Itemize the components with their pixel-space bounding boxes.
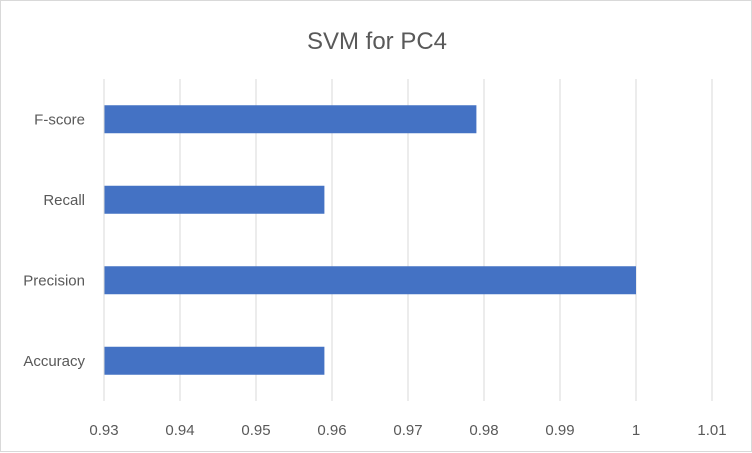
x-tick-label: 0.97 (393, 422, 422, 439)
x-tick-label: 0.99 (545, 422, 574, 439)
bar-recall (104, 185, 325, 214)
axes: 0.93 0.94 0.95 0.96 0.97 0.98 0.99 1 1.01 Accurac… (23, 79, 727, 439)
y-category-label: Recall (43, 192, 85, 209)
x-tick-label: 1 (632, 422, 640, 439)
bar-precision (104, 266, 636, 295)
y-category-label: Precision (23, 272, 85, 289)
y-category-label: F-score (34, 111, 85, 128)
x-tick-label: 0.98 (469, 422, 498, 439)
bar-f-score (104, 105, 477, 134)
x-tick-label: 0.93 (89, 422, 118, 439)
x-tick-label: 1.01 (697, 422, 726, 439)
y-category-label: Accuracy (23, 353, 85, 370)
chart-title: SVM for PC4 (307, 28, 447, 55)
x-tick-label: 0.95 (241, 422, 270, 439)
x-tick-label: 0.96 (317, 422, 346, 439)
bar-accuracy (104, 346, 325, 375)
bars (104, 105, 636, 375)
x-tick-label: 0.94 (165, 422, 194, 439)
